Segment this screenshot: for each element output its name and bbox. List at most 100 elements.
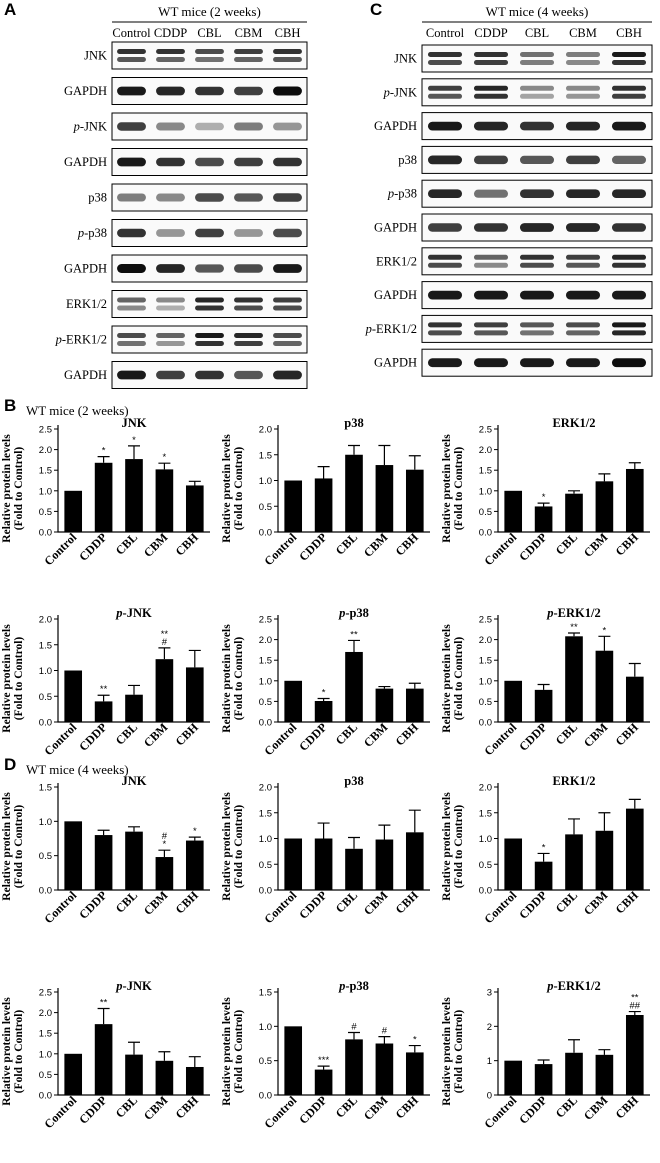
y-tick-label: 0.5	[259, 502, 272, 513]
blot-a-band	[273, 370, 302, 380]
x-tick-label: CDDP	[76, 720, 109, 753]
x-tick-label: CBL	[333, 888, 360, 915]
chart-title: p-ERK1/2	[546, 979, 600, 993]
blot-a-band	[156, 333, 185, 338]
x-tick-label: CBH	[613, 530, 642, 559]
x-tick-label: CDDP	[296, 720, 329, 753]
x-tick-label: CBL	[333, 530, 360, 557]
bar-cddp	[314, 1069, 333, 1095]
y-tick-label: 2	[487, 1022, 492, 1033]
x-tick-label: CBM	[141, 888, 171, 918]
y-tick-label: 3	[487, 988, 492, 999]
blot-a-band	[117, 297, 146, 303]
blot-a-band	[117, 333, 146, 338]
blot-a-band	[273, 333, 302, 338]
bar-cbm	[375, 465, 394, 532]
western-blot-panel-a: WT mice (2 weeks) Control CDDP CBL CBM CBH JNK…	[55, 4, 308, 389]
chart-title: ERK1/2	[552, 774, 595, 788]
error-bar	[378, 824, 391, 840]
x-tick-label: CBL	[553, 720, 580, 747]
blot-c-row-label: JNK	[394, 52, 417, 66]
bar-cbl	[565, 834, 583, 890]
y-tick-label: 2.0	[39, 1008, 52, 1019]
blot-c-band	[611, 330, 647, 336]
blot-a-band	[156, 305, 185, 311]
blot-c-band	[565, 290, 601, 300]
significance-mark: **	[631, 993, 639, 1004]
blot-a-band	[234, 370, 263, 380]
bar-cbl	[345, 1039, 363, 1095]
significance-mark: ##	[630, 1001, 641, 1012]
bar-control	[284, 1026, 303, 1095]
error-bar	[128, 684, 140, 695]
bar-cbl	[125, 1054, 143, 1095]
blot-c-row-label: ERK1/2	[376, 254, 417, 268]
y-tick-label: 1.0	[39, 486, 52, 497]
blot-c-band	[519, 60, 555, 65]
y-axis-label: Relative protein levels	[1, 434, 13, 543]
y-axis-label: (Fold to Control)	[453, 447, 465, 531]
y-tick-label: 0.5	[259, 1056, 272, 1067]
blot-c-band	[611, 85, 647, 91]
blot-a-band	[234, 57, 263, 62]
blot-a-band	[156, 193, 185, 202]
blot-a-row-label: GAPDH	[64, 155, 107, 169]
significance-mark: *	[413, 1035, 417, 1046]
x-tick-label: CBM	[141, 1093, 171, 1123]
blot-a-band	[273, 157, 302, 167]
blot-c-band	[473, 358, 509, 368]
error-bar	[97, 1007, 110, 1025]
blot-a-lane-label: Control	[112, 26, 151, 40]
blot-c-strip-p-jnk	[421, 78, 653, 107]
blot-a-band	[117, 49, 146, 54]
western-blot-panel-c: WT mice (4 weeks) Control CDDP CBL CBM CBH JNK…	[365, 4, 653, 377]
error-bar	[408, 682, 421, 689]
bar-control	[504, 1060, 523, 1095]
blot-c-band	[611, 262, 647, 268]
bar-cddp	[314, 478, 333, 532]
section-b-title: WT mice (2 weeks)	[26, 403, 129, 418]
error-bar	[568, 490, 580, 494]
y-axis-label: (Fold to Control)	[13, 447, 25, 531]
blot-c-band	[473, 189, 509, 198]
blot-a-band	[117, 370, 146, 380]
blot-a-band	[156, 341, 185, 346]
bar-cbm	[595, 830, 614, 890]
blot-a-lane-label: CDDP	[154, 26, 187, 40]
blot-a-band	[234, 122, 263, 131]
x-tick-label: CDDP	[76, 530, 109, 563]
y-axis-label: Relative protein levels	[1, 997, 13, 1106]
blot-a-band	[273, 86, 302, 96]
bar-cbl	[125, 459, 143, 532]
y-tick-label: 2.0	[479, 445, 492, 456]
error-bar	[158, 647, 171, 660]
blot-c-band	[473, 330, 509, 336]
y-tick-label: 2.5	[479, 425, 492, 436]
bar-cbh	[185, 1066, 204, 1095]
blot-c-band	[427, 189, 463, 199]
y-tick-label: 1.5	[39, 640, 52, 651]
y-axis-label: Relative protein levels	[441, 434, 453, 543]
blot-c-band	[427, 223, 463, 232]
bar-cbl	[345, 848, 363, 890]
blot-c-band	[473, 223, 509, 232]
blot-a-band	[117, 264, 146, 273]
blot-a-row-label: p-ERK1/2	[55, 333, 107, 347]
x-tick-label: CBM	[361, 530, 391, 560]
blot-a-row-label: GAPDH	[64, 368, 107, 382]
x-tick-label: CBM	[581, 530, 611, 560]
x-tick-label: CDDP	[76, 1093, 109, 1126]
x-tick-label: CBM	[361, 720, 391, 750]
chart-title: p38	[344, 774, 363, 788]
x-tick-label: CDDP	[516, 888, 549, 921]
blot-a-band	[195, 370, 224, 380]
y-tick-label: 1.0	[39, 817, 52, 828]
error-bar	[97, 829, 110, 836]
blot-c-lane-label: Control	[426, 26, 465, 40]
panel-label-c: C	[370, 0, 383, 19]
error-bar	[97, 694, 110, 702]
blot-a-lane-label: CBL	[197, 26, 221, 40]
y-axis-label: (Fold to Control)	[233, 637, 245, 721]
error-bar	[348, 836, 360, 849]
blot-a-row-label: p-p38	[77, 226, 107, 240]
